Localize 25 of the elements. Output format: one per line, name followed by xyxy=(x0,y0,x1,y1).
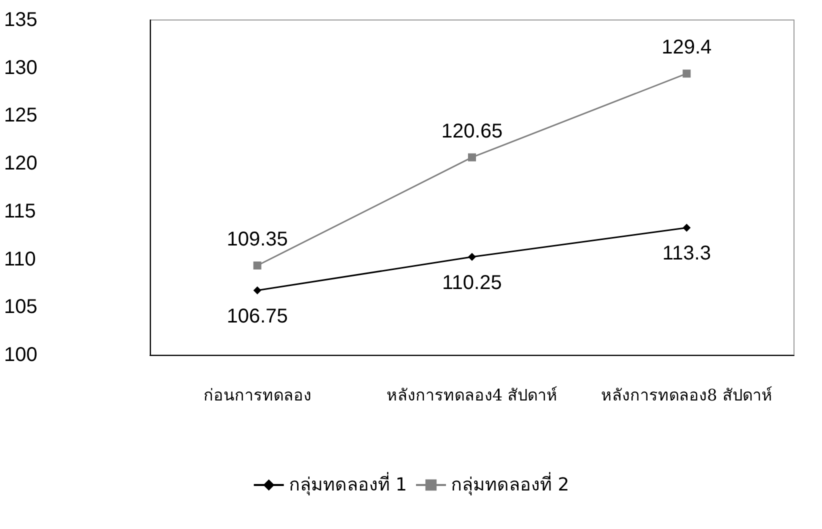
point xyxy=(468,153,476,162)
x-tick-label: ก่อนการทดลอง xyxy=(203,386,312,404)
legend-label: กลุ่มทดลองที่ 1 xyxy=(288,472,408,496)
y-tick-label: 130 xyxy=(4,56,38,79)
y-tick-label: 100 xyxy=(4,344,38,366)
y-tick-label: 115 xyxy=(4,200,36,222)
y-tick-label: 105 xyxy=(4,296,38,318)
y-tick-label: 135 xyxy=(4,9,38,31)
data-label: 129.4 xyxy=(662,36,712,59)
x-tick-label: หลังการทดลอง8 สัปดาห์ xyxy=(601,386,772,404)
data-label: 109.35 xyxy=(226,228,288,251)
point xyxy=(682,224,691,232)
data-label: 113.3 xyxy=(662,242,711,265)
point xyxy=(253,286,262,294)
point xyxy=(253,262,262,270)
y-tick-label: 125 xyxy=(4,104,38,127)
point xyxy=(468,252,476,261)
y-tick-label: 110 xyxy=(4,248,36,270)
point xyxy=(682,70,691,78)
legend-label: กลุ่มทดลองที่ 2 xyxy=(451,472,570,496)
y-tick-label: 120 xyxy=(4,152,38,175)
x-tick-label: หลังการทดลอง4 สัปดาห์ xyxy=(386,386,558,404)
data-label: 106.75 xyxy=(226,305,288,328)
data-label: 120.65 xyxy=(441,120,503,142)
data-label: 110.25 xyxy=(442,272,502,294)
